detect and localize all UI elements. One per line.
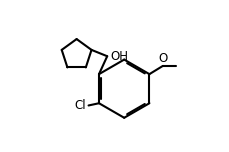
Text: OH: OH (110, 50, 128, 63)
Text: Cl: Cl (75, 99, 86, 112)
Text: O: O (158, 52, 167, 65)
